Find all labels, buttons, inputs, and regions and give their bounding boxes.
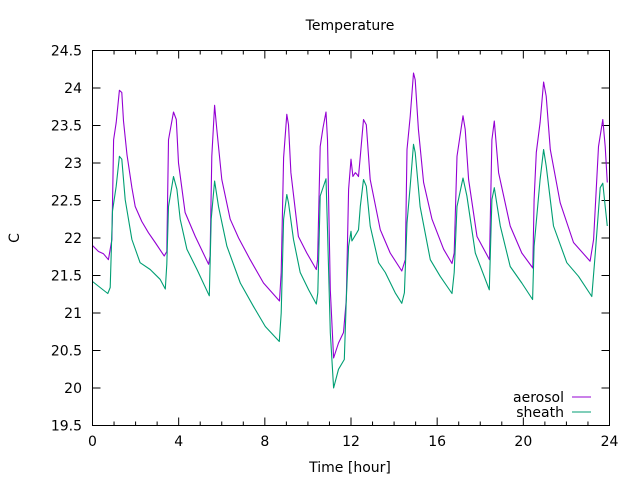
y-tick-label: 24 xyxy=(64,81,82,97)
y-tick-label: 22.5 xyxy=(51,194,82,210)
series-line-sheath xyxy=(92,143,608,389)
y-tick-label: 21 xyxy=(64,306,82,322)
chart-title: Temperature xyxy=(305,18,395,34)
x-tick-label: 8 xyxy=(260,434,269,450)
y-tick-label: 24.5 xyxy=(51,44,82,60)
y-tick-label: 23.5 xyxy=(51,119,82,135)
y-axis-label: C xyxy=(7,233,23,243)
legend-label-sheath: sheath xyxy=(516,405,564,421)
x-tick-label: 24 xyxy=(601,434,619,450)
y-tick-label: 23 xyxy=(64,156,82,172)
x-tick-label: 16 xyxy=(428,434,446,450)
x-tick-label: 4 xyxy=(174,434,183,450)
y-tick-label: 20 xyxy=(64,381,82,397)
x-tick-label: 0 xyxy=(88,434,97,450)
series-group xyxy=(92,72,608,389)
y-tick-label: 21.5 xyxy=(51,269,82,285)
series-line-aerosol xyxy=(92,72,608,359)
axis-ticks: 0 4 8 12 16 20 24 19.5 20 20.5 21 21.5 22 22.5 23 23.5 2… xyxy=(51,44,619,451)
x-axis-label: Time [hour] xyxy=(308,460,391,476)
x-tick-label: 12 xyxy=(342,434,360,450)
y-tick-label: 19.5 xyxy=(51,419,82,435)
x-tick-label: 20 xyxy=(514,434,532,450)
y-tick-label: 22 xyxy=(64,231,82,247)
legend-label-aerosol: aerosol xyxy=(513,390,564,406)
plot-border xyxy=(92,50,610,426)
y-tick-label: 20.5 xyxy=(51,344,82,360)
